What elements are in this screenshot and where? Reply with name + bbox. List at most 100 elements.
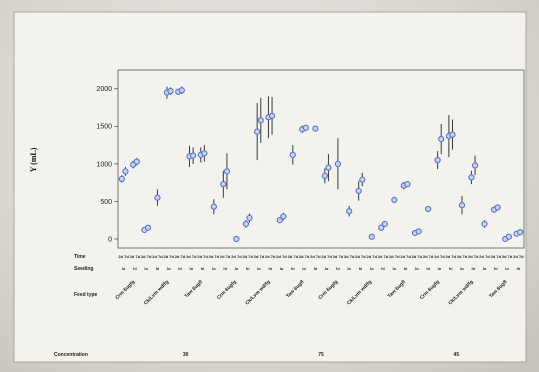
- seeding-label: hi: [314, 266, 318, 271]
- time-label: 2d 7d: [175, 254, 186, 259]
- data-point: [201, 150, 208, 157]
- data-point: [122, 168, 129, 175]
- time-label: 2d 7d: [333, 254, 344, 259]
- time-label: 2d 7d: [423, 254, 434, 259]
- seeding-label: hi: [223, 266, 227, 271]
- seeding-label: hi: [291, 266, 295, 271]
- data-point: [368, 233, 375, 240]
- data-point: [355, 187, 362, 195]
- seeding-label: hi: [517, 266, 521, 271]
- row-label-concentration: Concentration: [54, 352, 88, 358]
- time-label: 2d 7d: [242, 254, 253, 259]
- y-axis: 0 500 1000 1500 2000: [96, 86, 118, 243]
- time-label: 2d 7d: [220, 254, 231, 259]
- time-label: 2d 7d: [141, 254, 152, 259]
- seeding-label: lo: [167, 266, 171, 271]
- seeding-label: hi: [471, 266, 475, 271]
- data-point: [391, 196, 398, 204]
- data-point: [438, 135, 445, 143]
- time-label: 2d 7d: [479, 254, 490, 259]
- seeding-label: lo: [393, 266, 397, 271]
- data-point: [268, 112, 276, 119]
- data-point: [133, 158, 140, 165]
- time-label: 2d 7d: [209, 254, 220, 259]
- seeding-label: lo: [280, 266, 284, 271]
- data-point: [381, 220, 388, 228]
- factor-rows: Time Seeding Feed type Concentration: [54, 254, 98, 358]
- data-point: [346, 208, 353, 215]
- data-point: [505, 233, 512, 240]
- seeding-label: hi: [336, 266, 340, 271]
- seeding-label: lo: [212, 266, 216, 271]
- concentration-label-2: 45: [454, 352, 460, 358]
- data-point: [154, 194, 161, 201]
- seeding-label: hi: [404, 266, 408, 271]
- data-point: [233, 235, 240, 243]
- data-point: [190, 152, 197, 159]
- seeding-label: lo: [257, 266, 261, 271]
- time-label: 2d 7d: [378, 254, 389, 259]
- time-label: 2d 7d: [445, 254, 456, 259]
- seeding-label: lo: [415, 266, 419, 271]
- time-label: 2d 7d: [344, 254, 355, 259]
- time-label: 2d 7d: [197, 254, 208, 259]
- data-point: [167, 87, 174, 95]
- seeding-label: hi: [494, 266, 498, 271]
- seeding-label: lo: [438, 266, 442, 271]
- data-point: [471, 162, 479, 169]
- time-label: 2d 7d: [468, 254, 479, 259]
- data-point: [246, 214, 253, 222]
- concentration-label-1: 75: [318, 352, 324, 358]
- time-label: 2d 7d: [513, 254, 524, 259]
- time-label: 2d 7d: [118, 254, 129, 259]
- data-point: [118, 175, 125, 183]
- seeding-label: hi: [156, 266, 160, 271]
- y-tick-label-0: 0: [108, 236, 112, 243]
- seeding-label: hi: [449, 266, 453, 271]
- time-label: 2d 7d: [310, 254, 321, 259]
- data-point: [494, 204, 501, 211]
- data-point: [257, 117, 264, 124]
- time-label: 2d 7d: [355, 254, 366, 259]
- data-point: [144, 224, 152, 231]
- data-point: [359, 176, 366, 183]
- time-label: 2d 7d: [299, 254, 310, 259]
- seeding-label: hi: [359, 266, 363, 271]
- seeding-label: hi: [426, 266, 430, 271]
- seeding-label: hi: [268, 266, 272, 271]
- data-point: [312, 125, 319, 132]
- data-point: [242, 220, 249, 228]
- data-point: [302, 124, 309, 131]
- data-point: [458, 202, 466, 209]
- y-tick-label-1: 500: [100, 199, 112, 206]
- time-label: 2d 7d: [152, 254, 163, 259]
- time-label: 2d 7d: [130, 254, 141, 259]
- data-point: [220, 181, 227, 188]
- time-label: 2d 7d: [491, 254, 502, 259]
- time-label: 2d 7d: [276, 254, 287, 259]
- seeding-label: hi: [381, 266, 385, 271]
- seeding-label: lo: [460, 266, 464, 271]
- time-label: 2d 7d: [389, 254, 400, 259]
- y-tick-label-2: 1000: [96, 161, 112, 168]
- data-point: [280, 213, 287, 220]
- data-point: [415, 228, 422, 235]
- seeding-label: lo: [190, 266, 194, 271]
- concentration-label-0: 30: [183, 352, 189, 358]
- data-point: [334, 160, 342, 167]
- data-marks: [118, 86, 524, 243]
- seeding-label: lo: [235, 266, 239, 271]
- seeding-label: lo: [325, 266, 329, 271]
- seeding-label: lo: [370, 266, 374, 271]
- data-point: [325, 164, 332, 171]
- seeding-label: lo: [505, 266, 509, 271]
- time-label: 2d 7d: [288, 254, 299, 259]
- figure-frame: [13, 11, 527, 363]
- data-point: [321, 172, 328, 179]
- seeding-label: hi: [133, 266, 137, 271]
- seeding-label: lo: [144, 266, 148, 271]
- data-point: [178, 87, 185, 94]
- seeding-label: lo: [122, 266, 126, 271]
- time-label: 2d 7d: [367, 254, 378, 259]
